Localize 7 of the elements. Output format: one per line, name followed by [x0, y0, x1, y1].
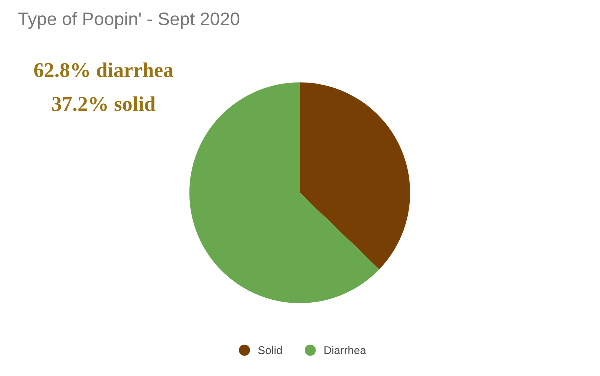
- legend-label: Solid: [258, 346, 282, 354]
- legend-label: Diarrhea: [324, 346, 366, 354]
- text: 37.2% solid: [52, 96, 156, 112]
- pie-slice: [300, 82, 410, 270]
- chart-title: Type of Poopin' - Sept 2020: [18, 12, 240, 30]
- text: 62.8% diarrhea: [34, 62, 174, 78]
- pie-slice: [190, 82, 380, 304]
